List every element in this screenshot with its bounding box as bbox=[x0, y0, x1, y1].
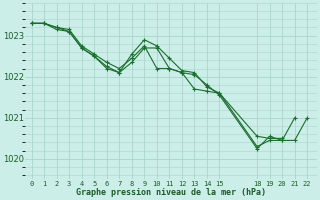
X-axis label: Graphe pression niveau de la mer (hPa): Graphe pression niveau de la mer (hPa) bbox=[76, 188, 266, 197]
